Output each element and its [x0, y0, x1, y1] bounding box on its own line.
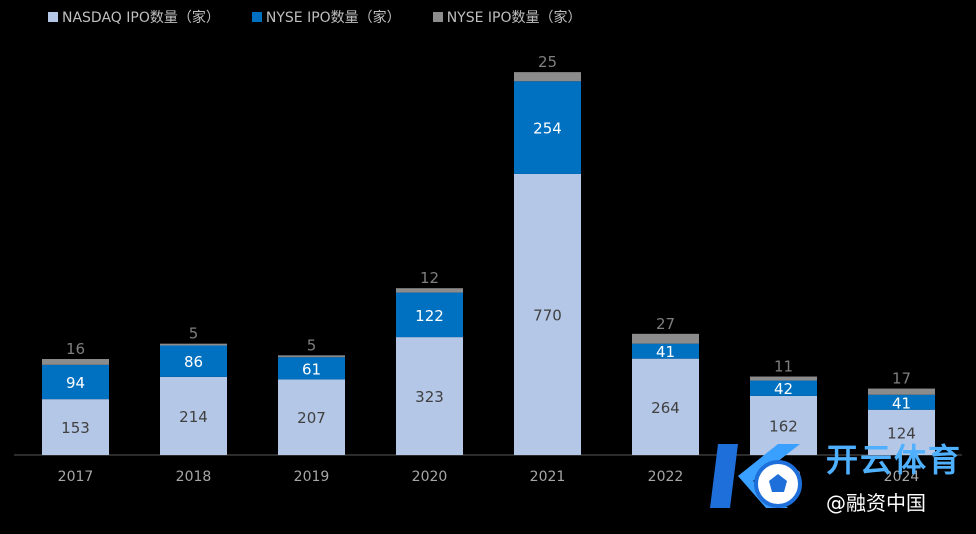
- data-label-2018-series-1: 86: [184, 353, 203, 371]
- bar-2021-series-2: [514, 72, 581, 82]
- data-label-2017-series-2: 16: [66, 340, 85, 358]
- data-label-2021-series-1: 254: [533, 120, 562, 138]
- data-label-2023-series-2: 11: [774, 358, 793, 376]
- data-label-2019-series-1: 61: [302, 360, 321, 378]
- data-label-2024-series-2: 17: [892, 370, 911, 388]
- data-label-2020-series-0: 323: [415, 388, 444, 406]
- data-label-2023-series-1: 42: [774, 380, 793, 398]
- bar-2023-series-2: [750, 376, 817, 381]
- bar-2019-series-1: [278, 357, 345, 380]
- bar-2017-series-2: [42, 359, 109, 365]
- data-label-2021-series-2: 25: [538, 53, 557, 71]
- x-tick-label-2022: 2022: [648, 469, 684, 485]
- legend-item-nasdaq: NASDAQ IPO数量（家）: [48, 7, 220, 27]
- bar-2017-series-1: [42, 364, 109, 400]
- data-label-2020-series-1: 122: [415, 307, 444, 325]
- data-label-2017-series-0: 153: [61, 419, 90, 437]
- data-label-2022-series-1: 41: [656, 343, 675, 361]
- watermark-handle: @融资中国: [825, 491, 926, 515]
- bar-2024-series-0: [868, 409, 935, 455]
- bar-2023-series-1: [750, 380, 817, 396]
- data-label-2022-series-0: 264: [651, 399, 680, 417]
- bar-2017-series-0: [42, 399, 109, 455]
- data-label-2018-series-2: 5: [189, 325, 199, 343]
- brand-logo-icon: [709, 443, 802, 508]
- legend-label-other: NYSE IPO数量（家）: [446, 10, 582, 26]
- x-tick-label-2021: 2021: [530, 469, 566, 485]
- data-label-2021-series-0: 770: [533, 306, 562, 324]
- legend-swatch-nyse: [251, 12, 262, 22]
- bar-2022-series-0: [632, 358, 699, 455]
- bar-2018-series-1: [160, 345, 227, 377]
- legend-item-other: NYSE IPO数量（家）: [432, 7, 582, 27]
- x-tick-label-2024: 2024: [884, 469, 920, 485]
- bar-2020-series-1: [396, 292, 463, 338]
- legend-item-nyse: NYSE IPO数量（家）: [251, 7, 401, 27]
- bar-2024-series-2: [868, 388, 935, 395]
- legend-label-nasdaq: NASDAQ IPO数量（家）: [62, 10, 220, 26]
- bar-2021-series-0: [514, 173, 581, 455]
- legend: NASDAQ IPO数量（家） NYSE IPO数量（家） NYSE IPO数量…: [48, 7, 582, 27]
- data-label-2023-series-0: 162: [769, 417, 798, 435]
- bar-2024-series-1: [868, 394, 935, 410]
- bar-2020-series-0: [396, 337, 463, 455]
- bar-2022-series-2: [632, 333, 699, 344]
- legend-label-nyse: NYSE IPO数量（家）: [265, 10, 401, 26]
- data-label-2017-series-1: 94: [66, 374, 85, 392]
- bar-2021-series-1: [514, 81, 581, 174]
- data-label-2019-series-2: 5: [307, 336, 317, 354]
- bar-2018-series-2: [160, 343, 227, 346]
- legend-swatch-other: [432, 12, 443, 22]
- bar-2019-series-2: [278, 355, 345, 358]
- x-tick-label-2019: 2019: [294, 469, 330, 485]
- data-label-2024-series-0: 124: [887, 424, 916, 442]
- watermark-brand: 开云体育: [825, 441, 962, 479]
- x-tick-label-2018: 2018: [176, 469, 212, 485]
- data-label-2020-series-2: 12: [420, 269, 439, 287]
- data-label-2022-series-2: 27: [656, 315, 675, 333]
- bar-2018-series-0: [160, 376, 227, 455]
- bar-2019-series-0: [278, 379, 345, 455]
- data-label-2024-series-1: 41: [892, 394, 911, 412]
- x-tick-label-2017: 2017: [58, 469, 94, 485]
- data-label-2019-series-0: 207: [297, 409, 326, 427]
- bar-2020-series-2: [396, 288, 463, 293]
- legend-swatch-nasdaq: [48, 12, 58, 22]
- x-tick-label-2020: 2020: [412, 469, 448, 485]
- bar-2022-series-1: [632, 343, 699, 359]
- watermark: 开云体育 @融资中国: [708, 435, 962, 516]
- data-label-2018-series-0: 214: [179, 408, 208, 426]
